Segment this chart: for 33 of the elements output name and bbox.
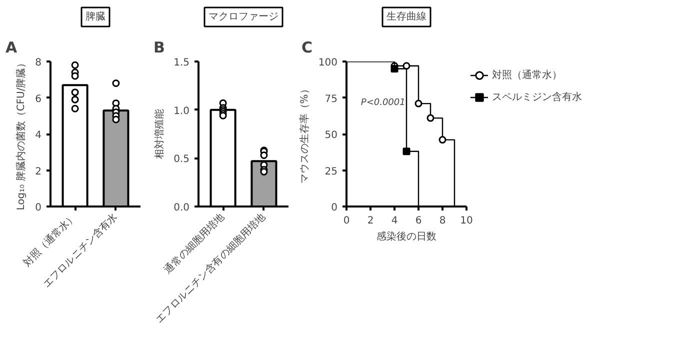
x-tick-label: 0 [343,216,350,226]
y-tick-label: 1.0 [174,106,190,117]
y-axis-title: 相対増殖能 [154,109,166,159]
y-tick-label: 0.0 [174,202,190,214]
y-tick-label: 0 [331,202,338,214]
chart-title: マクロファージ [208,12,278,22]
x-tick-label: 10 [460,216,473,226]
y-tick-label: 75 [324,94,338,105]
legend-label: 対照（通常水） [492,68,562,82]
y-tick-label: 6 [35,94,42,105]
chart-title: 生存曲線 [386,10,426,22]
legend-label: スペルミジン含有水 [492,90,582,104]
text: B [154,38,165,56]
y-tick-label: 50 [324,130,338,141]
annotation: P<0.0001 [360,98,406,108]
y-axis-title: Log₁₀ 脾臓内の菌数（CFU/脾臓） [15,58,28,210]
y-tick-label: 4 [35,130,42,141]
x-tick-label: 2 [367,216,374,226]
y-tick-label: 0.5 [174,154,190,166]
x-tick-label: 8 [439,216,446,226]
y-tick-label: 100 [318,58,338,68]
x-tick-label: 6 [415,216,422,226]
text: C [302,38,313,56]
y-tick-label: 0 [35,202,42,214]
y-tick-label: 8 [35,58,42,68]
y-tick-label: 25 [324,166,338,178]
x-tick-label: 4 [391,216,398,226]
y-axis-title: マウスの生存率（%） [298,84,310,184]
chart-title: 脾臓 [86,10,106,22]
x-axis-title: 感染後の日数 [376,230,436,242]
text: A [6,38,18,56]
y-tick-label: 2 [35,166,42,178]
y-tick-label: 1.5 [174,58,190,68]
